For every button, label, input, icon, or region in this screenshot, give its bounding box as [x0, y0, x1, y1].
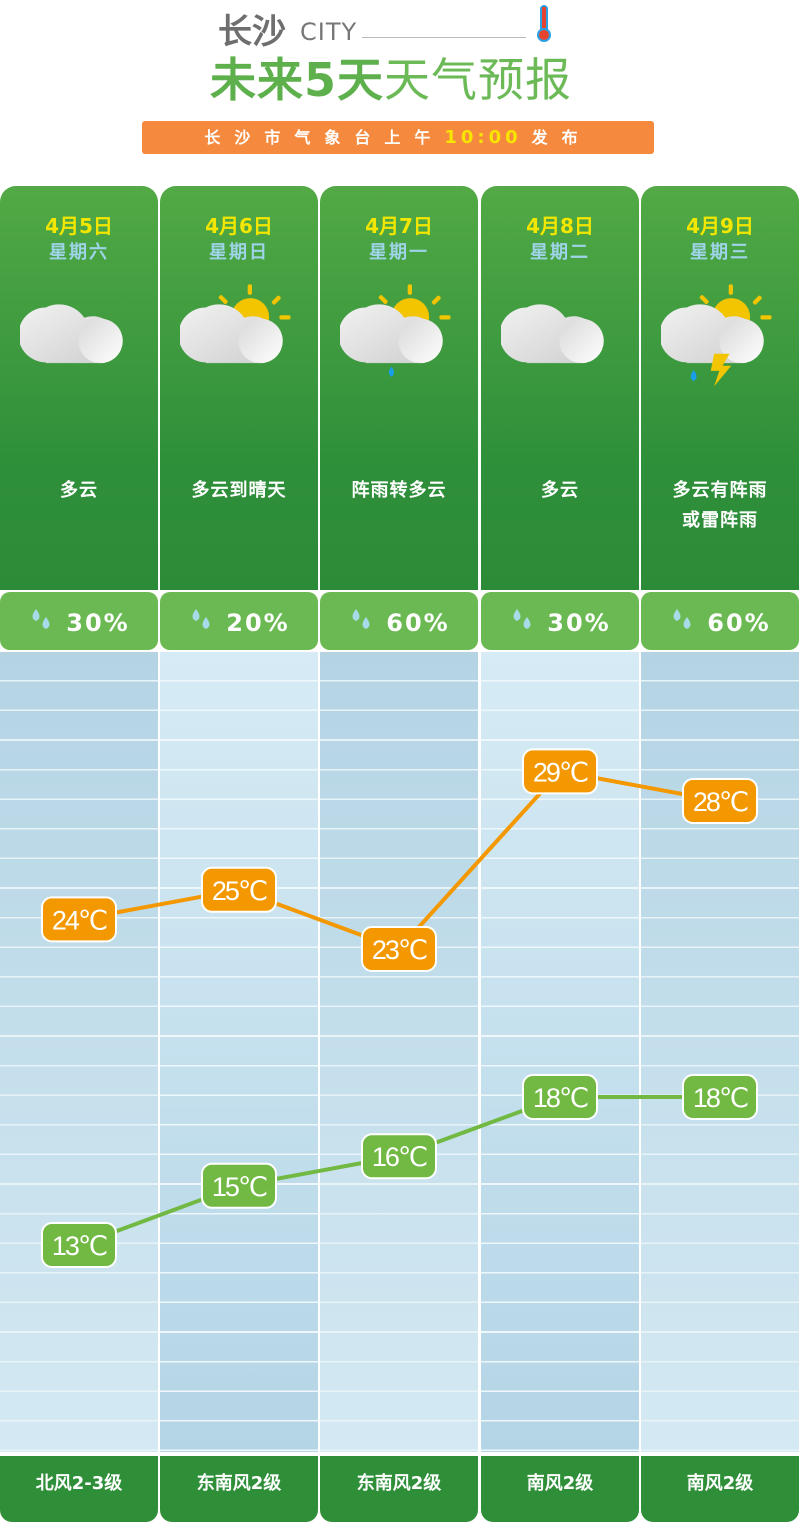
page-title: 未来5天天气预报 [210, 53, 573, 107]
day-weekday: 星期日 [209, 242, 269, 263]
chart-column [641, 652, 799, 1452]
raindrops-icon [32, 609, 50, 629]
rain-chance: 60% [641, 592, 799, 650]
partly-sunny-icon [178, 281, 300, 401]
raindrops-icon [673, 609, 691, 629]
issue-banner: 长沙市气象台上午10:00 发布 [142, 121, 654, 154]
rain-chance: 20% [160, 592, 318, 650]
chart-column [0, 652, 158, 1452]
day-date: 4月9日 [686, 214, 754, 238]
cloudy-icon [18, 281, 140, 401]
city-label: CITY [300, 18, 358, 46]
weather-description: 多云有阵雨 或雷阵雨 [672, 480, 768, 531]
divider [362, 37, 526, 38]
day-card: 4月6日 星期日 多云到晴天 [160, 186, 318, 590]
rain-chance: 30% [481, 592, 639, 650]
day-card: 4月8日 星期二 多云 [481, 186, 639, 590]
weather-description: 多云 [541, 480, 579, 501]
day-weekday: 星期二 [530, 242, 590, 263]
cloudy-icon [499, 281, 621, 401]
wind-forecast: 东南风2级 [160, 1456, 318, 1522]
city-name: 长沙 [218, 12, 286, 52]
raindrops-icon [352, 609, 370, 629]
weather-description: 多云 [60, 480, 98, 501]
wind-forecast: 东南风2级 [320, 1456, 478, 1522]
day-date: 4月8日 [526, 214, 594, 238]
thunder-shower-icon [659, 281, 781, 401]
rain-chance: 30% [0, 592, 158, 650]
day-card: 4月5日 星期六 多云 [0, 186, 158, 590]
chart-column [320, 652, 478, 1452]
wind-forecast: 南风2级 [641, 1456, 799, 1522]
rain-chance: 60% [320, 592, 478, 650]
weather-description: 多云到晴天 [191, 480, 287, 501]
sun-shower-icon [338, 281, 460, 401]
day-weekday: 星期三 [690, 242, 750, 263]
thermometer-icon [537, 5, 551, 42]
weather-description: 阵雨转多云 [351, 480, 447, 501]
day-card: 4月7日 星期一 阵雨转多云 [320, 186, 478, 590]
day-weekday: 星期一 [369, 242, 429, 263]
chart-column [481, 652, 639, 1452]
raindrops-icon [192, 609, 210, 629]
day-card: 4月9日 星期三 多云有阵雨 或雷阵雨 [641, 186, 799, 590]
day-weekday: 星期六 [49, 242, 109, 263]
day-date: 4月7日 [365, 214, 433, 238]
raindrops-icon [513, 609, 531, 629]
header: 长沙 CITY 未来5天天气预报 长沙市气象台上午10:00 发布 [0, 0, 800, 160]
day-date: 4月6日 [205, 214, 273, 238]
day-date: 4月5日 [45, 214, 113, 238]
wind-forecast: 南风2级 [481, 1456, 639, 1522]
wind-forecast: 北风2-3级 [0, 1456, 158, 1522]
chart-column [160, 652, 318, 1452]
